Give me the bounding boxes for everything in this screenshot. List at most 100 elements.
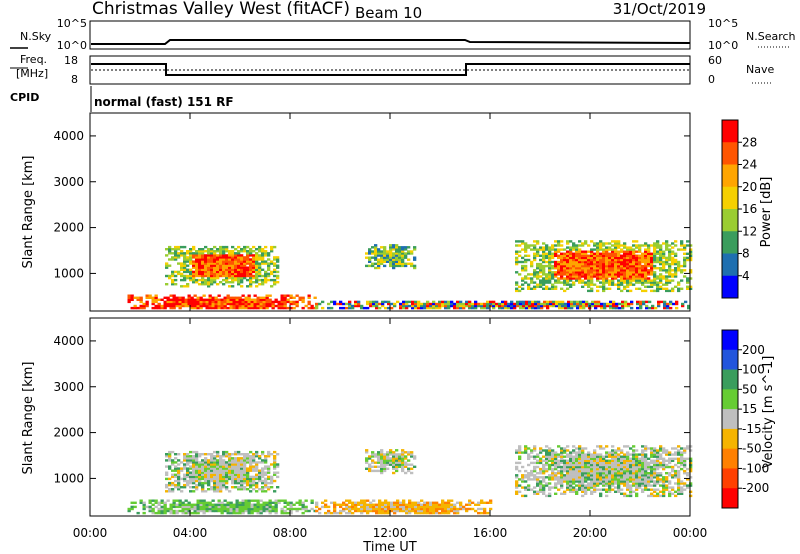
velocity-cell: [632, 461, 636, 465]
power-cell: [407, 250, 411, 253]
velocity-cell: [360, 507, 364, 511]
power-cell: [578, 269, 582, 272]
power-cell: [255, 270, 259, 274]
power-cell: [602, 283, 606, 286]
power-cell: [665, 260, 669, 264]
power-cell: [609, 302, 613, 306]
power-cell: [572, 275, 576, 278]
power-cell: [674, 240, 678, 243]
power-colorbar-segment: [722, 253, 738, 277]
power-cell: [641, 281, 645, 284]
velocity-cell: [408, 499, 412, 502]
power-cell: [617, 279, 621, 282]
velocity-cell: [127, 507, 131, 511]
velocity-cell: [644, 488, 648, 491]
velocity-cell: [620, 461, 624, 465]
velocity-cell: [151, 503, 155, 506]
velocity-cell: [542, 455, 546, 458]
power-cell: [584, 250, 588, 253]
velocity-cell: [644, 449, 648, 452]
power-cell: [600, 304, 604, 308]
velocity-cell: [258, 473, 262, 476]
velocity-cell: [620, 492, 624, 495]
power-cell: [620, 244, 624, 247]
velocity-cell: [410, 451, 414, 454]
power-cell: [665, 281, 669, 284]
power-cell: [665, 242, 669, 245]
power-cell: [663, 302, 667, 306]
power-cell: [683, 248, 687, 251]
velocity-cell: [208, 503, 212, 506]
velocity-cell: [186, 459, 190, 462]
velocity-cell: [614, 469, 618, 473]
velocity-cell: [629, 488, 633, 491]
velocity-cell: [160, 509, 164, 513]
power-cell: [241, 302, 245, 306]
power-cell: [255, 248, 259, 251]
velocity-cell: [381, 503, 385, 506]
power-cell: [528, 302, 532, 306]
velocity-cell: [360, 503, 364, 506]
power-cell: [192, 260, 196, 263]
velocity-cell: [611, 476, 615, 479]
velocity-cell: [244, 509, 248, 513]
power-cell: [605, 250, 609, 253]
power-cell: [531, 306, 535, 310]
velocity-cell: [171, 488, 175, 491]
power-cell: [243, 264, 247, 267]
velocity-cell: [386, 461, 390, 464]
velocity-cell: [435, 505, 439, 509]
power-cell: [602, 264, 606, 268]
velocity-cell: [178, 499, 182, 502]
velocity-colorbar-tick-label: -15: [742, 422, 762, 436]
power-cell: [480, 304, 484, 308]
power-cell: [198, 260, 202, 263]
velocity-cell: [644, 482, 648, 485]
power-cell: [596, 258, 600, 262]
power-cell: [222, 283, 226, 286]
power-cell: [548, 260, 552, 264]
power-cell: [647, 258, 651, 262]
velocity-cell: [177, 488, 181, 491]
velocity-cell: [232, 503, 236, 506]
velocity-cell: [617, 449, 621, 452]
velocity-cell: [671, 457, 675, 460]
power-cell: [228, 274, 232, 278]
power-cell: [683, 258, 687, 262]
power-cell: [354, 300, 358, 304]
velocity-cell: [252, 479, 256, 483]
power-cell: [244, 296, 248, 299]
velocity-cell: [201, 459, 205, 462]
power-cell: [277, 302, 281, 306]
velocity-cell: [267, 481, 271, 485]
velocity-cell: [354, 501, 358, 504]
velocity-cell: [674, 469, 678, 473]
velocity-cell: [566, 486, 570, 489]
power-cell: [644, 242, 648, 245]
power-cell: [151, 306, 155, 310]
velocity-cell: [295, 509, 299, 513]
power-cell: [659, 273, 663, 276]
velocity-cell: [228, 477, 232, 481]
power-cell: [371, 250, 375, 253]
power-cell: [480, 302, 484, 306]
velocity-cell: [246, 475, 250, 479]
velocity-cell: [273, 490, 277, 493]
power-cell: [662, 256, 666, 260]
velocity-cell: [228, 469, 232, 472]
power-cell: [198, 258, 202, 261]
power-cell: [567, 302, 571, 306]
power-cell: [189, 250, 193, 253]
power-cell: [641, 275, 645, 278]
velocity-cell: [381, 511, 385, 515]
power-cell: [609, 300, 613, 304]
velocity-cell: [527, 484, 531, 487]
velocity-cell: [172, 501, 176, 504]
velocity-cell: [207, 488, 211, 491]
power-cell: [591, 300, 595, 304]
power-cell: [548, 269, 552, 272]
velocity-cell: [659, 465, 663, 469]
power-cell: [190, 304, 194, 308]
velocity-cell: [250, 499, 254, 502]
power-cell: [190, 296, 194, 299]
